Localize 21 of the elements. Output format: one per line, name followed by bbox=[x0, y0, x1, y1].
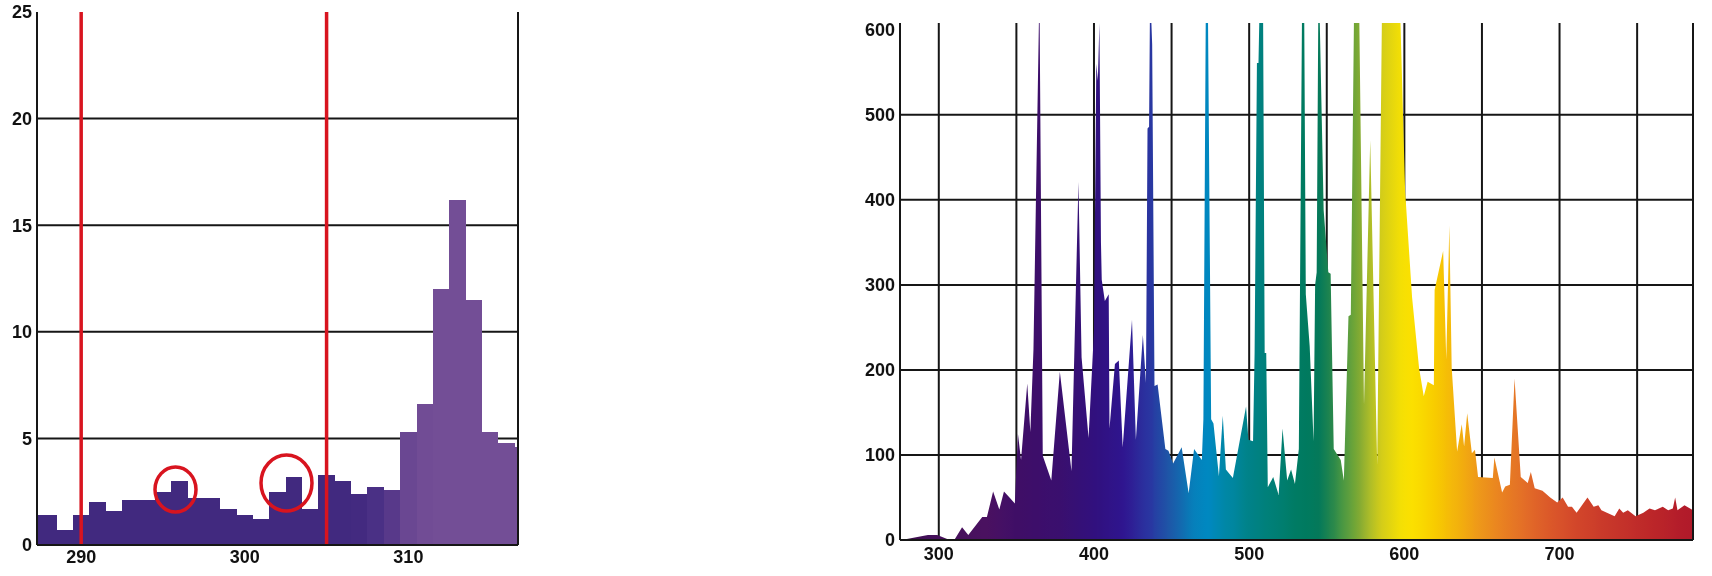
x-tick-label: 300 bbox=[923, 543, 954, 564]
y-tick-label: 500 bbox=[864, 105, 895, 126]
y-tick-label: 15 bbox=[11, 215, 32, 236]
y-tick-label: 600 bbox=[864, 20, 895, 41]
y-tick-label: 400 bbox=[864, 190, 895, 211]
x-tick-label: 290 bbox=[66, 546, 97, 567]
x-tick-label: 700 bbox=[1544, 543, 1575, 564]
y-tick-label: 5 bbox=[21, 428, 32, 449]
y-tick-label: 25 bbox=[11, 2, 32, 23]
y-tick-label: 20 bbox=[11, 108, 32, 129]
y-tick-label: 0 bbox=[21, 535, 32, 556]
x-tick-label: 300 bbox=[229, 546, 260, 567]
x-tick-label: 500 bbox=[1234, 543, 1265, 564]
x-tick-label: 600 bbox=[1389, 543, 1420, 564]
y-tick-label: 100 bbox=[864, 445, 895, 466]
y-tick-label: 300 bbox=[864, 275, 895, 296]
y-tick-label: 200 bbox=[864, 360, 895, 381]
y-tick-label: 0 bbox=[884, 530, 895, 551]
x-tick-label: 400 bbox=[1078, 543, 1110, 564]
x-tick-label: 310 bbox=[393, 546, 424, 567]
y-tick-label: 10 bbox=[11, 322, 32, 343]
